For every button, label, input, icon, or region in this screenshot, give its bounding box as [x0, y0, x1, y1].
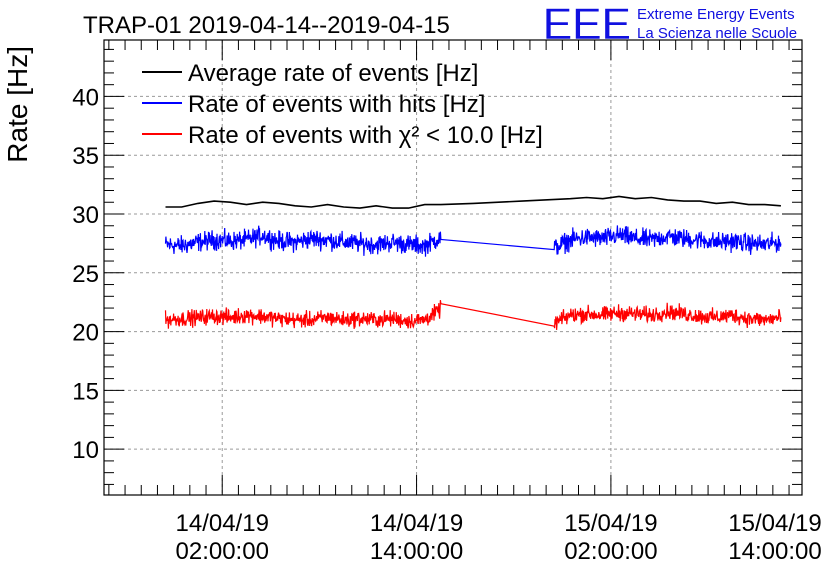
plot-frame: [103, 39, 803, 496]
x-tick-label-time: 14:00:00: [728, 538, 821, 565]
legend: Average rate of events [Hz] Rate of even…: [142, 60, 543, 149]
legend-label-average: Average rate of events [Hz]: [188, 60, 478, 87]
series-line-2: [164, 300, 782, 330]
eee-logo: EEE Extreme Energy Events La Scienza nel…: [541, 0, 797, 51]
series-line-0: [165, 195, 781, 209]
y-tick-label: 20: [72, 320, 99, 347]
series-line-1: [164, 225, 782, 257]
y-tick-label: 10: [72, 437, 99, 464]
x-tick-label-date: 14/04/19: [176, 510, 269, 537]
eee-logo-line1: Extreme Energy Events: [637, 6, 795, 23]
y-tick-label: 15: [72, 378, 99, 405]
chart-title: TRAP-01 2019-04-14--2019-04-15: [83, 12, 450, 39]
x-tick-label-date: 15/04/19: [728, 510, 821, 537]
grid-lines: [104, 40, 802, 495]
x-tick-label-date: 15/04/19: [564, 510, 657, 537]
legend-label-hits: Rate of events with hits [Hz]: [188, 91, 485, 118]
axes: 1015202530354014/04/1902:00:0014/04/1914…: [72, 39, 822, 565]
x-tick-label-time: 02:00:00: [176, 538, 269, 565]
eee-logo-line2: La Scienza nelle Scuole: [637, 25, 797, 42]
x-tick-label-date: 14/04/19: [370, 510, 463, 537]
eee-logo-mark: EEE: [542, 0, 631, 50]
x-tick-label-time: 14:00:00: [370, 538, 463, 565]
series-layer: [164, 195, 782, 330]
y-tick-label: 30: [72, 202, 99, 229]
legend-label-chi2: Rate of events with χ² < 10.0 [Hz]: [188, 122, 543, 149]
y-tick-label: 25: [72, 261, 99, 288]
y-tick-label: 35: [72, 143, 99, 170]
x-tick-label-time: 02:00:00: [564, 538, 657, 565]
y-tick-label: 40: [72, 84, 99, 111]
y-axis-label: Rate [Hz]: [2, 46, 33, 163]
